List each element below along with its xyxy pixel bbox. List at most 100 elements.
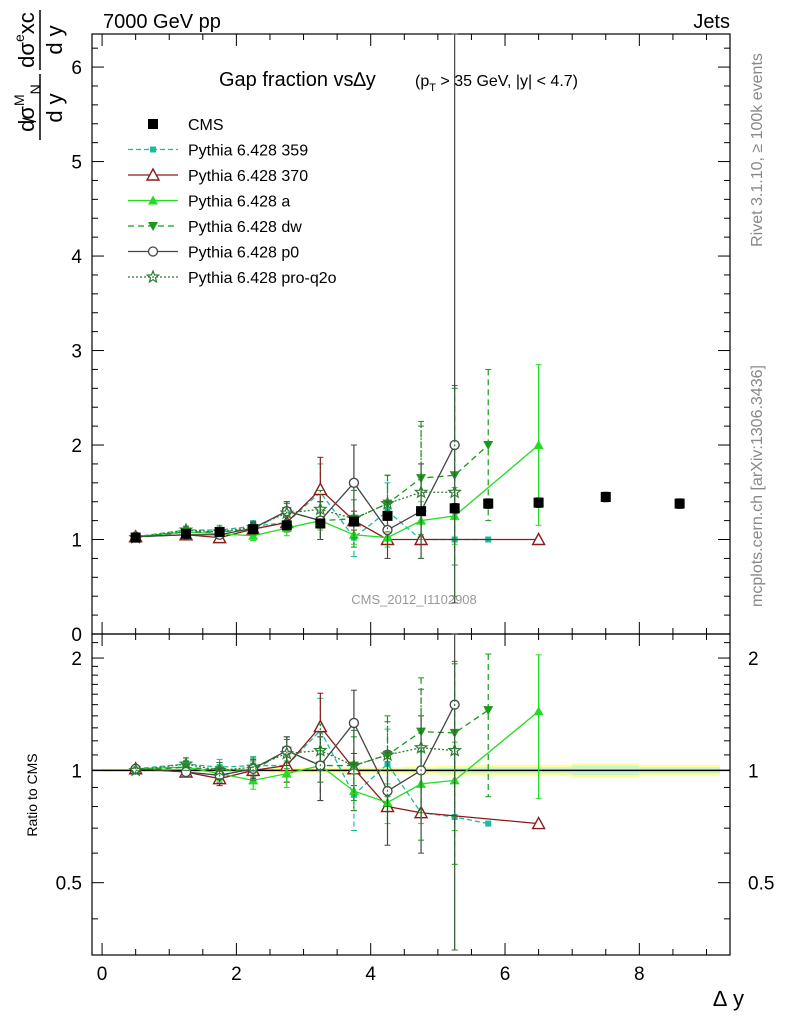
series-p0	[130, 633, 460, 951]
y-tick-label: 6	[71, 58, 82, 79]
legend-label: Pythia 6.428 p0	[188, 245, 299, 262]
x-tick-label: 8	[634, 964, 645, 985]
series-pro_q2o	[128, 663, 462, 951]
svg-text:dσMN: dσMN	[11, 84, 43, 132]
x-tick-label: 0	[97, 964, 108, 985]
marker-cms	[483, 498, 494, 509]
y-tick-label: 0	[71, 625, 82, 646]
ratio-y-tick-label: 1	[71, 761, 82, 782]
header-right: Jets	[693, 11, 730, 33]
ratio-y-tick-label: 0.5	[56, 874, 82, 895]
marker-circle-open	[348, 717, 360, 729]
marker-cms	[315, 518, 326, 529]
marker-star	[380, 747, 395, 762]
plot-title: Gap fraction vs∆y	[219, 69, 376, 91]
marker-cms	[181, 528, 192, 539]
marker-triangle-up	[533, 440, 544, 450]
marker-triangle-open	[531, 816, 546, 830]
marker-star	[279, 745, 295, 760]
marker-star	[313, 742, 328, 757]
legend-item-p0: Pythia 6.428 p0	[128, 245, 299, 262]
marker-triangle-up	[533, 706, 544, 716]
marker-square	[150, 146, 156, 153]
plot-title-main: Gap fraction vs∆y	[219, 69, 376, 91]
legend-label: Pythia 6.428 dw	[188, 219, 302, 236]
x-axis-label: ∆ y	[713, 986, 744, 1011]
marker-cms	[348, 516, 359, 527]
series-a	[130, 654, 544, 831]
ylabel-divider: /	[20, 117, 40, 122]
series-a	[130, 364, 544, 548]
plot-title-sub: (pT > 35 GeV, |y| < 4.7)	[415, 73, 578, 94]
marker-circle-open	[382, 524, 393, 536]
marker-triangle-down	[148, 222, 158, 231]
y-tick-label: 4	[71, 247, 82, 268]
series-line-p0	[135, 444, 456, 538]
marker-circle-open	[348, 477, 360, 488]
marker-cms	[382, 510, 393, 521]
legend-label: CMS	[188, 117, 224, 134]
analysis-label: CMS_2012_I1102908	[351, 592, 477, 607]
marker-star	[245, 759, 261, 774]
marker-star	[346, 757, 362, 772]
x-tick-label: 2	[231, 964, 242, 985]
marker-cms	[449, 503, 460, 514]
main-ylabel: dσMN d y	[11, 74, 67, 140]
marker-cms	[674, 498, 685, 509]
series-line-p370	[135, 725, 539, 825]
series-cms	[130, 491, 685, 543]
marker-triangle-open	[313, 481, 328, 496]
marker-triangle-down	[483, 441, 494, 451]
ratio-y-tick-label: 2	[71, 649, 82, 670]
legend-item-a: Pythia 6.428 a	[128, 194, 290, 211]
ratio-ylabel: Ratio to CMS	[24, 753, 40, 836]
series-line-p370	[135, 488, 539, 541]
marker-triangle-down	[483, 706, 494, 716]
series-pro_q2o	[128, 387, 462, 597]
y-tick-label: 3	[71, 342, 82, 363]
legend-item-pro_q2o: Pythia 6.428 pro-q2o	[128, 269, 337, 287]
marker-triangle-up	[148, 195, 158, 205]
legend-item-dw: Pythia 6.428 dw	[128, 219, 302, 236]
marker-star	[380, 495, 395, 510]
marker-star	[212, 762, 227, 777]
ratio-y-tick-label-right: 1	[748, 761, 759, 782]
series-line-pro_q2o	[135, 747, 455, 772]
legend-label: Pythia 6.428 a	[188, 194, 290, 211]
legend-label: Pythia 6.428 370	[188, 168, 308, 185]
marker-star	[313, 501, 328, 516]
marker-cms	[214, 526, 225, 537]
marker-triangle-open	[145, 167, 161, 181]
legend-item-p359: Pythia 6.428 359	[128, 143, 308, 160]
marker-star	[413, 484, 429, 499]
marker-cms	[248, 524, 259, 535]
marker-cms	[600, 491, 611, 502]
x-tick-label: 6	[500, 964, 511, 985]
series-p0	[130, 33, 460, 604]
series-line-p0	[135, 704, 456, 793]
legend-item-p370: Pythia 6.428 370	[128, 167, 308, 185]
series-line-dw	[135, 444, 489, 539]
ratio-y-tick-label-right: 0.5	[748, 874, 774, 895]
y-tick-label: 1	[71, 531, 82, 552]
marker-triangle-open	[531, 532, 546, 546]
svg-text:d y: d y	[42, 25, 67, 54]
legend-label: Pythia 6.428 359	[188, 143, 308, 160]
header-left: 7000 GeV pp	[103, 11, 221, 33]
marker-circle-open	[147, 246, 159, 257]
legend-label: Pythia 6.428 pro-q2o	[188, 270, 337, 287]
marker-cms	[148, 119, 158, 129]
x-tick-label: 4	[365, 964, 376, 985]
marker-star	[128, 762, 143, 777]
svg-text:dσexc: dσexc	[11, 12, 39, 68]
mcplots-url-text: mcplots.cern.ch [arXiv:1306.3436]	[749, 365, 766, 607]
rivet-version-text: Rivet 3.1.10, ≥ 100k events	[749, 53, 766, 247]
marker-square	[485, 820, 492, 827]
marker-cms	[533, 497, 544, 508]
y-tick-label: 5	[71, 153, 82, 174]
marker-cms	[416, 506, 427, 517]
marker-star	[279, 505, 295, 520]
marker-star	[178, 756, 194, 771]
series-line-a	[135, 444, 540, 539]
